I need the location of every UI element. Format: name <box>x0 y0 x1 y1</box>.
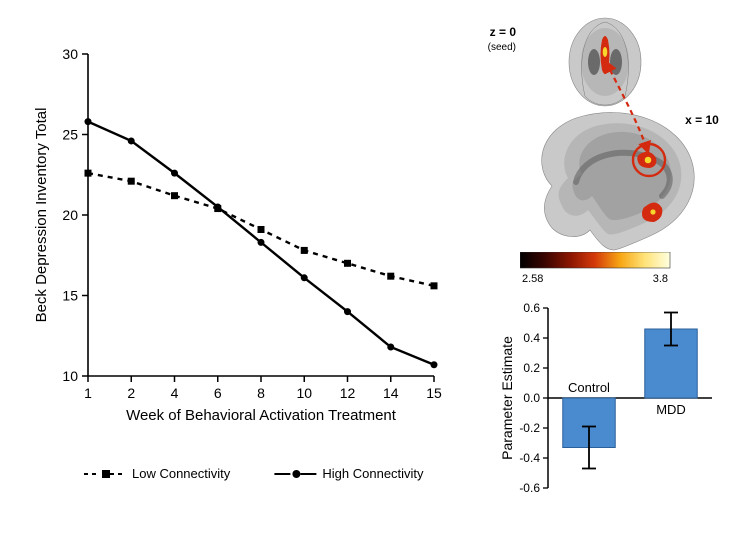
marker-circle <box>128 137 135 144</box>
marker-circle <box>431 361 438 368</box>
x-tick-label: 10 <box>296 385 312 401</box>
legend-square-icon <box>102 470 110 478</box>
y-tick-label: 30 <box>62 46 78 62</box>
marker-square <box>344 260 351 267</box>
legend-label: High Connectivity <box>322 466 424 481</box>
colormap-min-label: 2.58 <box>522 273 543 285</box>
bar-y-tick: -0.2 <box>519 421 540 435</box>
y-tick-label: 25 <box>62 127 78 143</box>
bar-category-label: MDD <box>656 402 686 417</box>
x-tick-label: 6 <box>214 385 222 401</box>
legend-label: Low Connectivity <box>132 466 231 481</box>
bar-y-tick: -0.6 <box>519 481 540 495</box>
x-tick-label: 8 <box>257 385 265 401</box>
marker-square <box>128 178 135 185</box>
y-axis-label: Beck Depression Inventory Total <box>33 108 50 323</box>
x-tick-label: 4 <box>171 385 179 401</box>
x-tick-label: 14 <box>383 385 399 401</box>
line-chart-legend: Low Connectivity High Connectivity <box>74 462 444 486</box>
brain-panel: z = 0 (seed) x = 10 <box>470 10 726 260</box>
bar-category-label: Control <box>568 380 610 395</box>
marker-square <box>431 282 438 289</box>
activation-peak-icon <box>645 157 652 164</box>
y-tick-label: 20 <box>62 207 78 223</box>
marker-circle <box>301 274 308 281</box>
sagittal-label: x = 10 <box>685 113 719 127</box>
y-tick-label: 10 <box>62 368 78 384</box>
bar-y-axis-label: Parameter Estimate <box>499 336 515 460</box>
bar-y-tick: 0.2 <box>523 361 540 375</box>
colormap-bar: 2.58 3.8 <box>520 252 680 290</box>
marker-circle <box>387 344 394 351</box>
marker-square <box>85 170 92 177</box>
bar-chart: -0.6 -0.4 -0.2 0.0 0.2 0.4 0.6 Control MDD Parame… <box>498 300 720 512</box>
marker-circle <box>214 203 221 210</box>
seed-label: z = 0 <box>490 25 517 39</box>
marker-circle <box>85 118 92 125</box>
marker-square <box>171 192 178 199</box>
bar-y-tick: -0.4 <box>519 451 540 465</box>
marker-circle <box>344 308 351 315</box>
marker-square <box>258 226 265 233</box>
x-tick-label: 12 <box>340 385 356 401</box>
marker-square <box>301 247 308 254</box>
legend-circle-icon <box>292 470 300 478</box>
x-tick-label: 15 <box>426 385 442 401</box>
marker-circle <box>171 170 178 177</box>
seed-sublabel: (seed) <box>488 42 516 53</box>
bar-y-tick: 0.0 <box>523 391 540 405</box>
x-tick-label: 1 <box>84 385 92 401</box>
marker-square <box>387 273 394 280</box>
y-tick-label: 15 <box>62 288 78 304</box>
x-tick-label: 2 <box>127 385 135 401</box>
bar-y-tick: 0.4 <box>523 331 540 345</box>
line-chart: 10152025301246810121415Week of Behaviora… <box>28 38 448 430</box>
bar-y-tick: 0.6 <box>523 301 540 315</box>
colormap-max-label: 3.8 <box>653 273 668 285</box>
x-axis-label: Week of Behavioral Activation Treatment <box>126 407 397 424</box>
marker-circle <box>258 239 265 246</box>
